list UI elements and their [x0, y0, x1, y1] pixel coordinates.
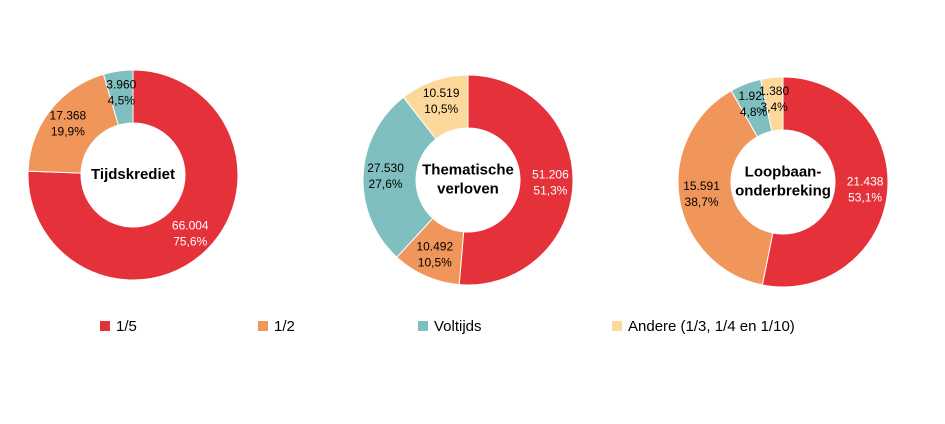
- percent-label: 19,9%: [51, 125, 85, 139]
- chart-title: verloven: [437, 180, 499, 197]
- donut-slice: [102, 69, 134, 126]
- percent-label: 75,6%: [173, 235, 207, 249]
- legend-swatch: [612, 321, 622, 331]
- legend-swatch: [100, 321, 110, 331]
- value-label: 10.492: [416, 240, 453, 254]
- legend-label: Andere (1/3, 1/4 en 1/10): [628, 318, 795, 335]
- percent-label: 27,6%: [369, 177, 403, 191]
- percent-label: 10,5%: [424, 102, 458, 116]
- value-label: 3.960: [106, 78, 136, 92]
- value-label: 15.591: [683, 179, 720, 193]
- donut-slice: [677, 89, 774, 286]
- legend-label: 1/2: [274, 318, 295, 335]
- legend-label: Voltijds: [434, 318, 482, 335]
- donut-slice: [458, 74, 574, 286]
- chart-title: onderbreking: [735, 182, 831, 199]
- value-label: 27.530: [367, 161, 404, 175]
- percent-label: 38,7%: [685, 195, 719, 209]
- value-label: 66.004: [172, 219, 209, 233]
- donut-slice: [402, 74, 469, 140]
- percent-label: 4,5%: [108, 94, 136, 108]
- legend-swatch: [258, 321, 268, 331]
- legend-label: 1/5: [116, 318, 137, 335]
- value-label: 17.368: [50, 109, 87, 123]
- value-label: 1.929: [739, 89, 769, 103]
- chart-title: Loopbaan-: [745, 163, 822, 180]
- chart-title: Thematische: [422, 161, 514, 178]
- legend-swatch: [418, 321, 428, 331]
- donut-slice: [27, 69, 239, 281]
- donut-slice: [760, 76, 784, 132]
- value-label: 21.438: [847, 174, 884, 188]
- value-label: 10.519: [423, 86, 460, 100]
- value-label: 1.380: [759, 84, 789, 98]
- donut-slice: [362, 96, 437, 258]
- percent-label: 3,4%: [760, 100, 788, 114]
- value-label: 51.206: [532, 168, 569, 182]
- percent-label: 4,8%: [740, 105, 768, 119]
- donut-slice: [27, 73, 120, 174]
- donut-slice: [761, 76, 889, 288]
- percent-label: 51,3%: [533, 184, 567, 198]
- percent-label: 10,5%: [418, 256, 452, 270]
- chart-title: Tijdskrediet: [91, 166, 175, 183]
- percent-label: 53,1%: [848, 190, 882, 204]
